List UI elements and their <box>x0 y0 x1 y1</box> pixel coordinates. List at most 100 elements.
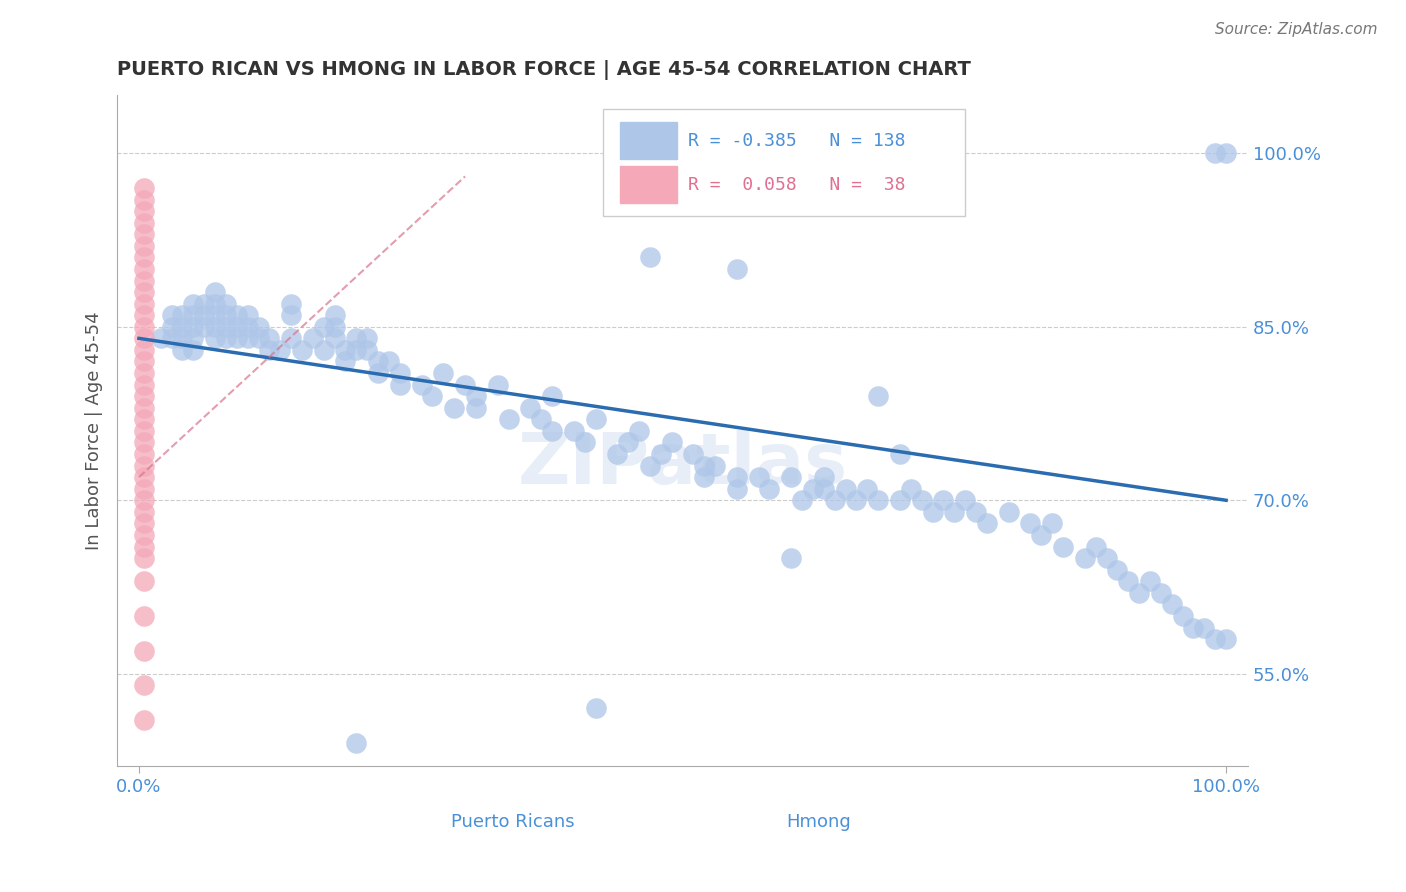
Point <box>780 470 803 484</box>
Point <box>682 447 704 461</box>
Point <box>725 262 748 277</box>
Point <box>1171 609 1194 624</box>
Point <box>344 331 367 345</box>
Point <box>204 296 226 310</box>
Point <box>780 551 803 566</box>
Point <box>432 366 454 380</box>
Point <box>193 319 215 334</box>
Point <box>813 482 835 496</box>
Text: Puerto Ricans: Puerto Ricans <box>451 814 575 831</box>
Point <box>725 470 748 484</box>
Text: ZIPatlas: ZIPatlas <box>517 430 848 499</box>
Point <box>134 204 156 219</box>
Point <box>1128 586 1150 600</box>
Point <box>628 424 651 438</box>
Point <box>134 609 156 624</box>
Point <box>134 227 156 242</box>
Point <box>134 389 156 403</box>
Point <box>280 331 302 345</box>
Point <box>790 493 813 508</box>
Point <box>1160 598 1182 612</box>
Point <box>134 678 156 692</box>
Point <box>541 389 564 403</box>
Point <box>1204 146 1226 161</box>
Point <box>323 331 346 345</box>
Point <box>388 366 411 380</box>
Text: PUERTO RICAN VS HMONG IN LABOR FORCE | AGE 45-54 CORRELATION CHART: PUERTO RICAN VS HMONG IN LABOR FORCE | A… <box>117 60 972 79</box>
Point <box>335 343 357 357</box>
Point <box>134 331 156 345</box>
Point <box>134 493 156 508</box>
Point <box>134 285 156 299</box>
Point <box>725 482 748 496</box>
Point <box>134 354 156 368</box>
Point <box>834 482 856 496</box>
Point <box>422 389 444 403</box>
Point <box>1150 586 1173 600</box>
Point <box>748 470 770 484</box>
Point <box>134 296 156 310</box>
Text: R =  0.058   N =  38: R = 0.058 N = 38 <box>688 176 905 194</box>
Point <box>1052 540 1074 554</box>
Point <box>704 458 727 473</box>
Point <box>562 424 585 438</box>
Point <box>172 319 194 334</box>
Point <box>585 701 607 715</box>
FancyBboxPatch shape <box>620 166 676 202</box>
Point <box>291 343 314 357</box>
Point <box>367 366 389 380</box>
Point <box>889 447 911 461</box>
FancyBboxPatch shape <box>723 787 779 820</box>
Point <box>801 482 824 496</box>
Point <box>911 493 934 508</box>
FancyBboxPatch shape <box>416 787 474 820</box>
Point <box>943 505 966 519</box>
Point <box>1182 620 1205 634</box>
Point <box>541 424 564 438</box>
Point <box>1116 574 1139 589</box>
Point <box>486 377 509 392</box>
Point <box>134 193 156 207</box>
Point <box>160 331 183 345</box>
Point <box>134 643 156 657</box>
Point <box>856 482 879 496</box>
Point <box>181 319 204 334</box>
Point <box>134 273 156 287</box>
Point <box>225 308 247 322</box>
Point <box>312 319 335 334</box>
FancyBboxPatch shape <box>603 109 965 216</box>
Point <box>1194 620 1216 634</box>
Point <box>302 331 325 345</box>
Point <box>134 251 156 265</box>
Point <box>1040 516 1063 531</box>
Point <box>465 401 488 415</box>
Point <box>530 412 553 426</box>
Point <box>134 401 156 415</box>
Point <box>1215 632 1237 646</box>
Point <box>134 713 156 727</box>
Point <box>411 377 433 392</box>
Point <box>247 331 270 345</box>
Point <box>1031 528 1053 542</box>
Point <box>204 308 226 322</box>
Point <box>134 505 156 519</box>
Point <box>498 412 520 426</box>
Point <box>215 296 238 310</box>
Point <box>280 308 302 322</box>
Point <box>1107 563 1129 577</box>
Point <box>693 470 716 484</box>
Point <box>356 331 378 345</box>
Point <box>134 308 156 322</box>
Point <box>344 343 367 357</box>
Point <box>134 377 156 392</box>
Point <box>921 505 943 519</box>
Point <box>181 296 204 310</box>
Point <box>356 343 378 357</box>
Point <box>215 308 238 322</box>
Point <box>134 239 156 253</box>
Point <box>650 447 672 461</box>
FancyBboxPatch shape <box>620 122 676 159</box>
Point <box>204 331 226 345</box>
Point <box>868 493 890 508</box>
Text: Hmong: Hmong <box>786 814 851 831</box>
